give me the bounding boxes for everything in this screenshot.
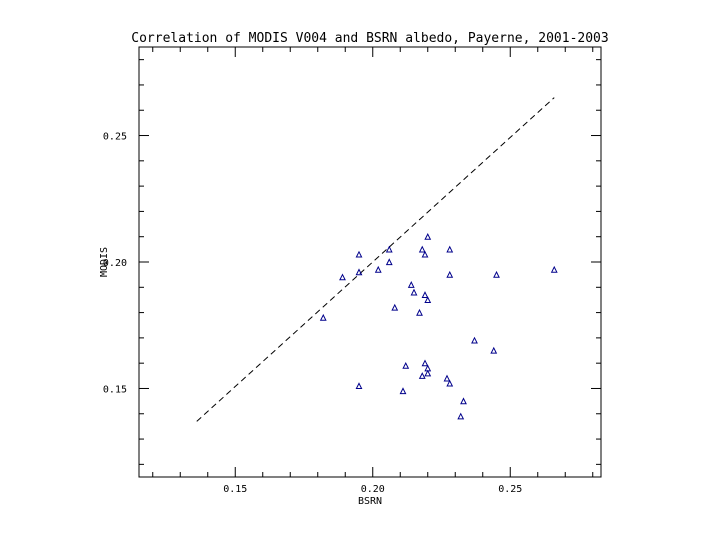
- data-point: [424, 369, 432, 377]
- data-point: [355, 250, 363, 258]
- data-point: [446, 245, 454, 253]
- data-point: [385, 258, 393, 266]
- data-points: [319, 232, 558, 420]
- data-point: [319, 313, 327, 321]
- data-point: [460, 397, 467, 405]
- data-point: [391, 303, 399, 311]
- axis-ticks: [139, 47, 601, 477]
- data-point: [385, 245, 393, 253]
- x-tick-label: 0.25: [498, 484, 522, 495]
- data-point: [471, 336, 478, 344]
- plot-frame: [138, 46, 602, 478]
- data-point: [410, 288, 418, 296]
- data-point: [418, 245, 426, 253]
- data-point: [399, 387, 407, 395]
- y-tick-label: 0.20: [103, 258, 127, 269]
- data-point: [421, 359, 429, 367]
- data-point: [421, 291, 429, 298]
- data-point: [443, 374, 451, 382]
- x-tick-label: 0.20: [361, 484, 385, 495]
- x-tick-label: 0.15: [223, 484, 247, 495]
- data-point: [446, 270, 454, 278]
- chart-title: Correlation of MODIS V004 and BSRN albed…: [131, 31, 608, 46]
- data-point: [355, 268, 363, 276]
- y-tick-label: 0.25: [103, 132, 127, 143]
- data-point: [493, 270, 500, 278]
- data-point: [424, 232, 432, 240]
- data-point: [446, 379, 454, 387]
- reference-line: [196, 97, 555, 422]
- y-axis-label: MODIS: [99, 247, 110, 277]
- data-point: [416, 308, 423, 316]
- data-point: [339, 273, 346, 281]
- y-tick-label: 0.15: [103, 384, 127, 395]
- data-point: [457, 412, 465, 420]
- data-point: [490, 346, 498, 354]
- data-point: [421, 250, 429, 258]
- data-point: [424, 296, 432, 304]
- data-point: [550, 265, 558, 273]
- x-axis-label: BSRN: [358, 496, 382, 507]
- data-point: [374, 265, 382, 273]
- data-point: [355, 382, 363, 390]
- data-point: [418, 372, 426, 379]
- axis-tick-labels: 0.15 0.20 0.25 0.15 0.20 0.25: [103, 132, 522, 495]
- data-point: [402, 361, 410, 369]
- data-point: [407, 281, 415, 288]
